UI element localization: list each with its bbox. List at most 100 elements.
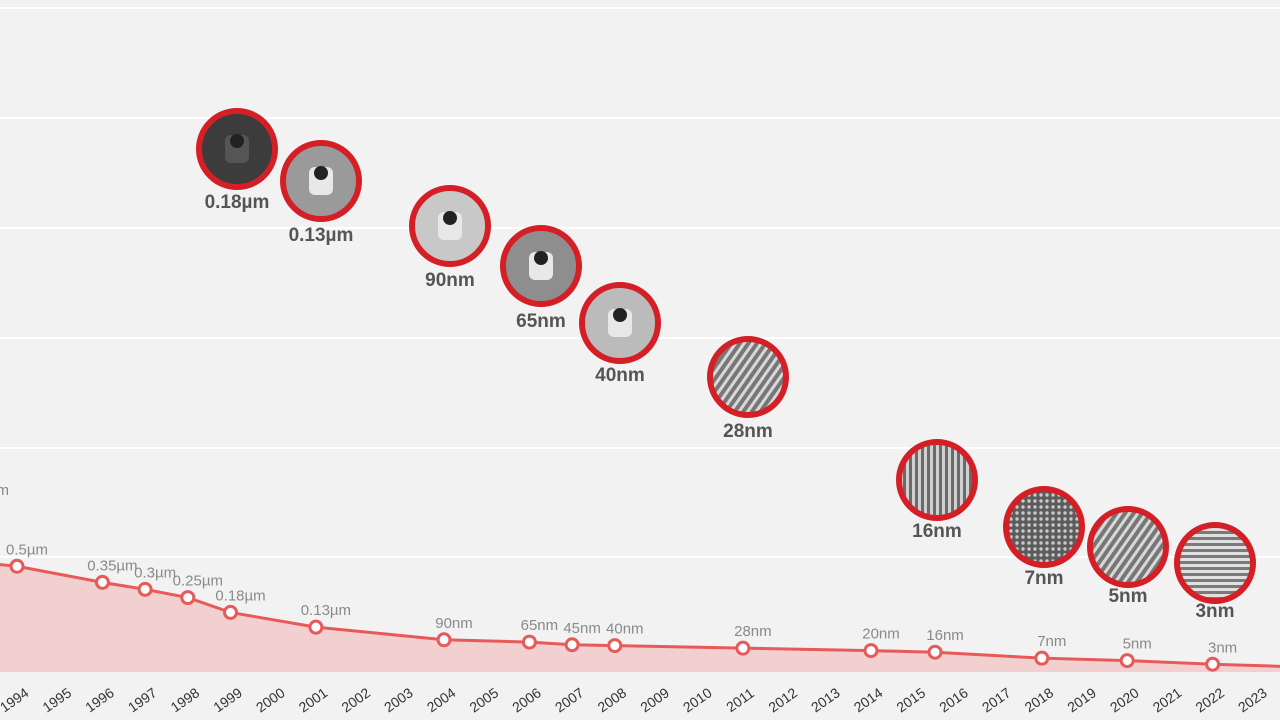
point-label: 45nm <box>563 620 601 637</box>
node-ring <box>896 439 978 521</box>
node-micrograph: 0.18µm <box>196 108 278 213</box>
year-tick-label: 2003 <box>381 684 416 715</box>
node-label: 28nm <box>723 421 773 442</box>
point-label: 0.35µm <box>87 557 137 574</box>
year-tick-label: 2005 <box>466 684 501 715</box>
node-ring <box>579 282 661 364</box>
point-label: 3nm <box>1208 639 1237 656</box>
point-label: 5nm <box>1123 636 1152 653</box>
micrograph-image <box>710 339 786 415</box>
node-micrograph: 16nm <box>896 439 978 542</box>
data-point <box>607 638 623 654</box>
data-point <box>94 574 110 590</box>
point-label: 90nm <box>435 615 473 632</box>
year-tick-label: 2006 <box>509 684 544 715</box>
year-tick-label: 2009 <box>637 684 672 715</box>
micrograph-gate <box>230 134 244 148</box>
point-label: 65nm <box>521 617 559 634</box>
node-ring <box>409 185 491 267</box>
node-ring <box>500 225 582 307</box>
data-point <box>735 640 751 656</box>
node-label: 16nm <box>912 521 962 542</box>
node-ring <box>196 108 278 190</box>
node-ring <box>1087 506 1169 588</box>
year-tick-label: 2011 <box>723 685 757 715</box>
year-tick-label: 2012 <box>765 684 800 715</box>
data-point <box>180 590 196 606</box>
node-label: 3nm <box>1195 601 1234 622</box>
year-tick-label: 2004 <box>424 684 459 715</box>
year-tick-label: 2021 <box>1150 684 1185 715</box>
micrograph-image <box>899 442 975 518</box>
node-micrograph: 3nm <box>1174 522 1256 622</box>
node-micrograph: 28nm <box>707 336 789 442</box>
point-label: 28nm <box>734 623 772 640</box>
point-label: 0.13µm <box>301 602 351 619</box>
year-tick-label: 2001 <box>296 684 331 715</box>
point-label: 0.5µm <box>6 541 48 558</box>
year-tick-label: 2020 <box>1107 684 1142 715</box>
year-tick-label: 1997 <box>125 684 160 715</box>
data-point <box>308 619 324 635</box>
node-micrograph: 7nm <box>1003 486 1085 589</box>
node-ring <box>707 336 789 418</box>
node-micrograph: 0.13µm <box>280 140 362 246</box>
year-tick-label: 1994 <box>0 684 32 715</box>
node-ring <box>1003 486 1085 568</box>
node-micrograph: 40nm <box>579 282 661 386</box>
data-point <box>521 634 537 650</box>
micrograph-gate <box>314 166 328 180</box>
node-ring <box>1174 522 1256 604</box>
micrograph-gate <box>613 308 627 322</box>
year-tick-label: 2016 <box>936 684 971 715</box>
data-point <box>223 604 238 620</box>
year-tick-label: 2014 <box>851 684 886 715</box>
year-tick-label: 2015 <box>893 684 928 715</box>
node-micrograph: 5nm <box>1087 506 1169 607</box>
node-label: 7nm <box>1024 568 1063 589</box>
year-tick-label: 2022 <box>1192 684 1227 715</box>
micrograph-gate <box>534 251 548 265</box>
year-tick-label: 2007 <box>552 684 587 715</box>
data-point <box>137 581 153 597</box>
data-point <box>436 632 452 648</box>
micrograph-image <box>1177 525 1253 601</box>
year-tick-label: 2002 <box>338 684 373 715</box>
point-label: 0.3µm <box>134 564 176 581</box>
year-tick-label: 2010 <box>680 684 715 715</box>
year-tick-label: 1998 <box>168 684 203 715</box>
year-tick-label: 1996 <box>82 684 117 715</box>
data-point <box>1119 653 1135 669</box>
data-point <box>927 644 943 660</box>
point-label-clipped: 0.6µm <box>0 482 9 499</box>
node-ring <box>280 140 362 222</box>
node-label: 90nm <box>425 270 475 291</box>
node-micrograph: 90nm <box>409 185 491 291</box>
micrograph-gate <box>443 211 457 225</box>
data-point <box>1205 656 1221 672</box>
point-label: 0.18µm <box>215 587 265 604</box>
micrograph-image <box>1090 509 1166 585</box>
micrograph-image <box>1006 489 1082 565</box>
node-label: 65nm <box>516 311 566 332</box>
year-tick-label: 2008 <box>595 684 630 715</box>
area-fill <box>0 564 1280 672</box>
year-tick-label: 2018 <box>1022 684 1057 715</box>
point-label: 16nm <box>926 627 964 644</box>
point-label: 0.25µm <box>173 573 223 590</box>
year-tick-label: 2000 <box>253 684 288 715</box>
year-tick-label: 2017 <box>979 684 1014 715</box>
point-label: 40nm <box>606 621 644 638</box>
point-label: 20nm <box>862 626 900 643</box>
node-micrograph: 65nm <box>500 225 582 332</box>
year-tick-label: 1995 <box>39 684 74 715</box>
node-label: 0.13µm <box>289 225 354 246</box>
year-tick-label: 2023 <box>1235 684 1270 715</box>
node-label: 0.18µm <box>205 192 270 213</box>
year-tick-label: 1999 <box>210 684 245 715</box>
node-label: 5nm <box>1108 586 1147 607</box>
point-label: 7nm <box>1037 633 1066 650</box>
data-point <box>9 558 25 574</box>
